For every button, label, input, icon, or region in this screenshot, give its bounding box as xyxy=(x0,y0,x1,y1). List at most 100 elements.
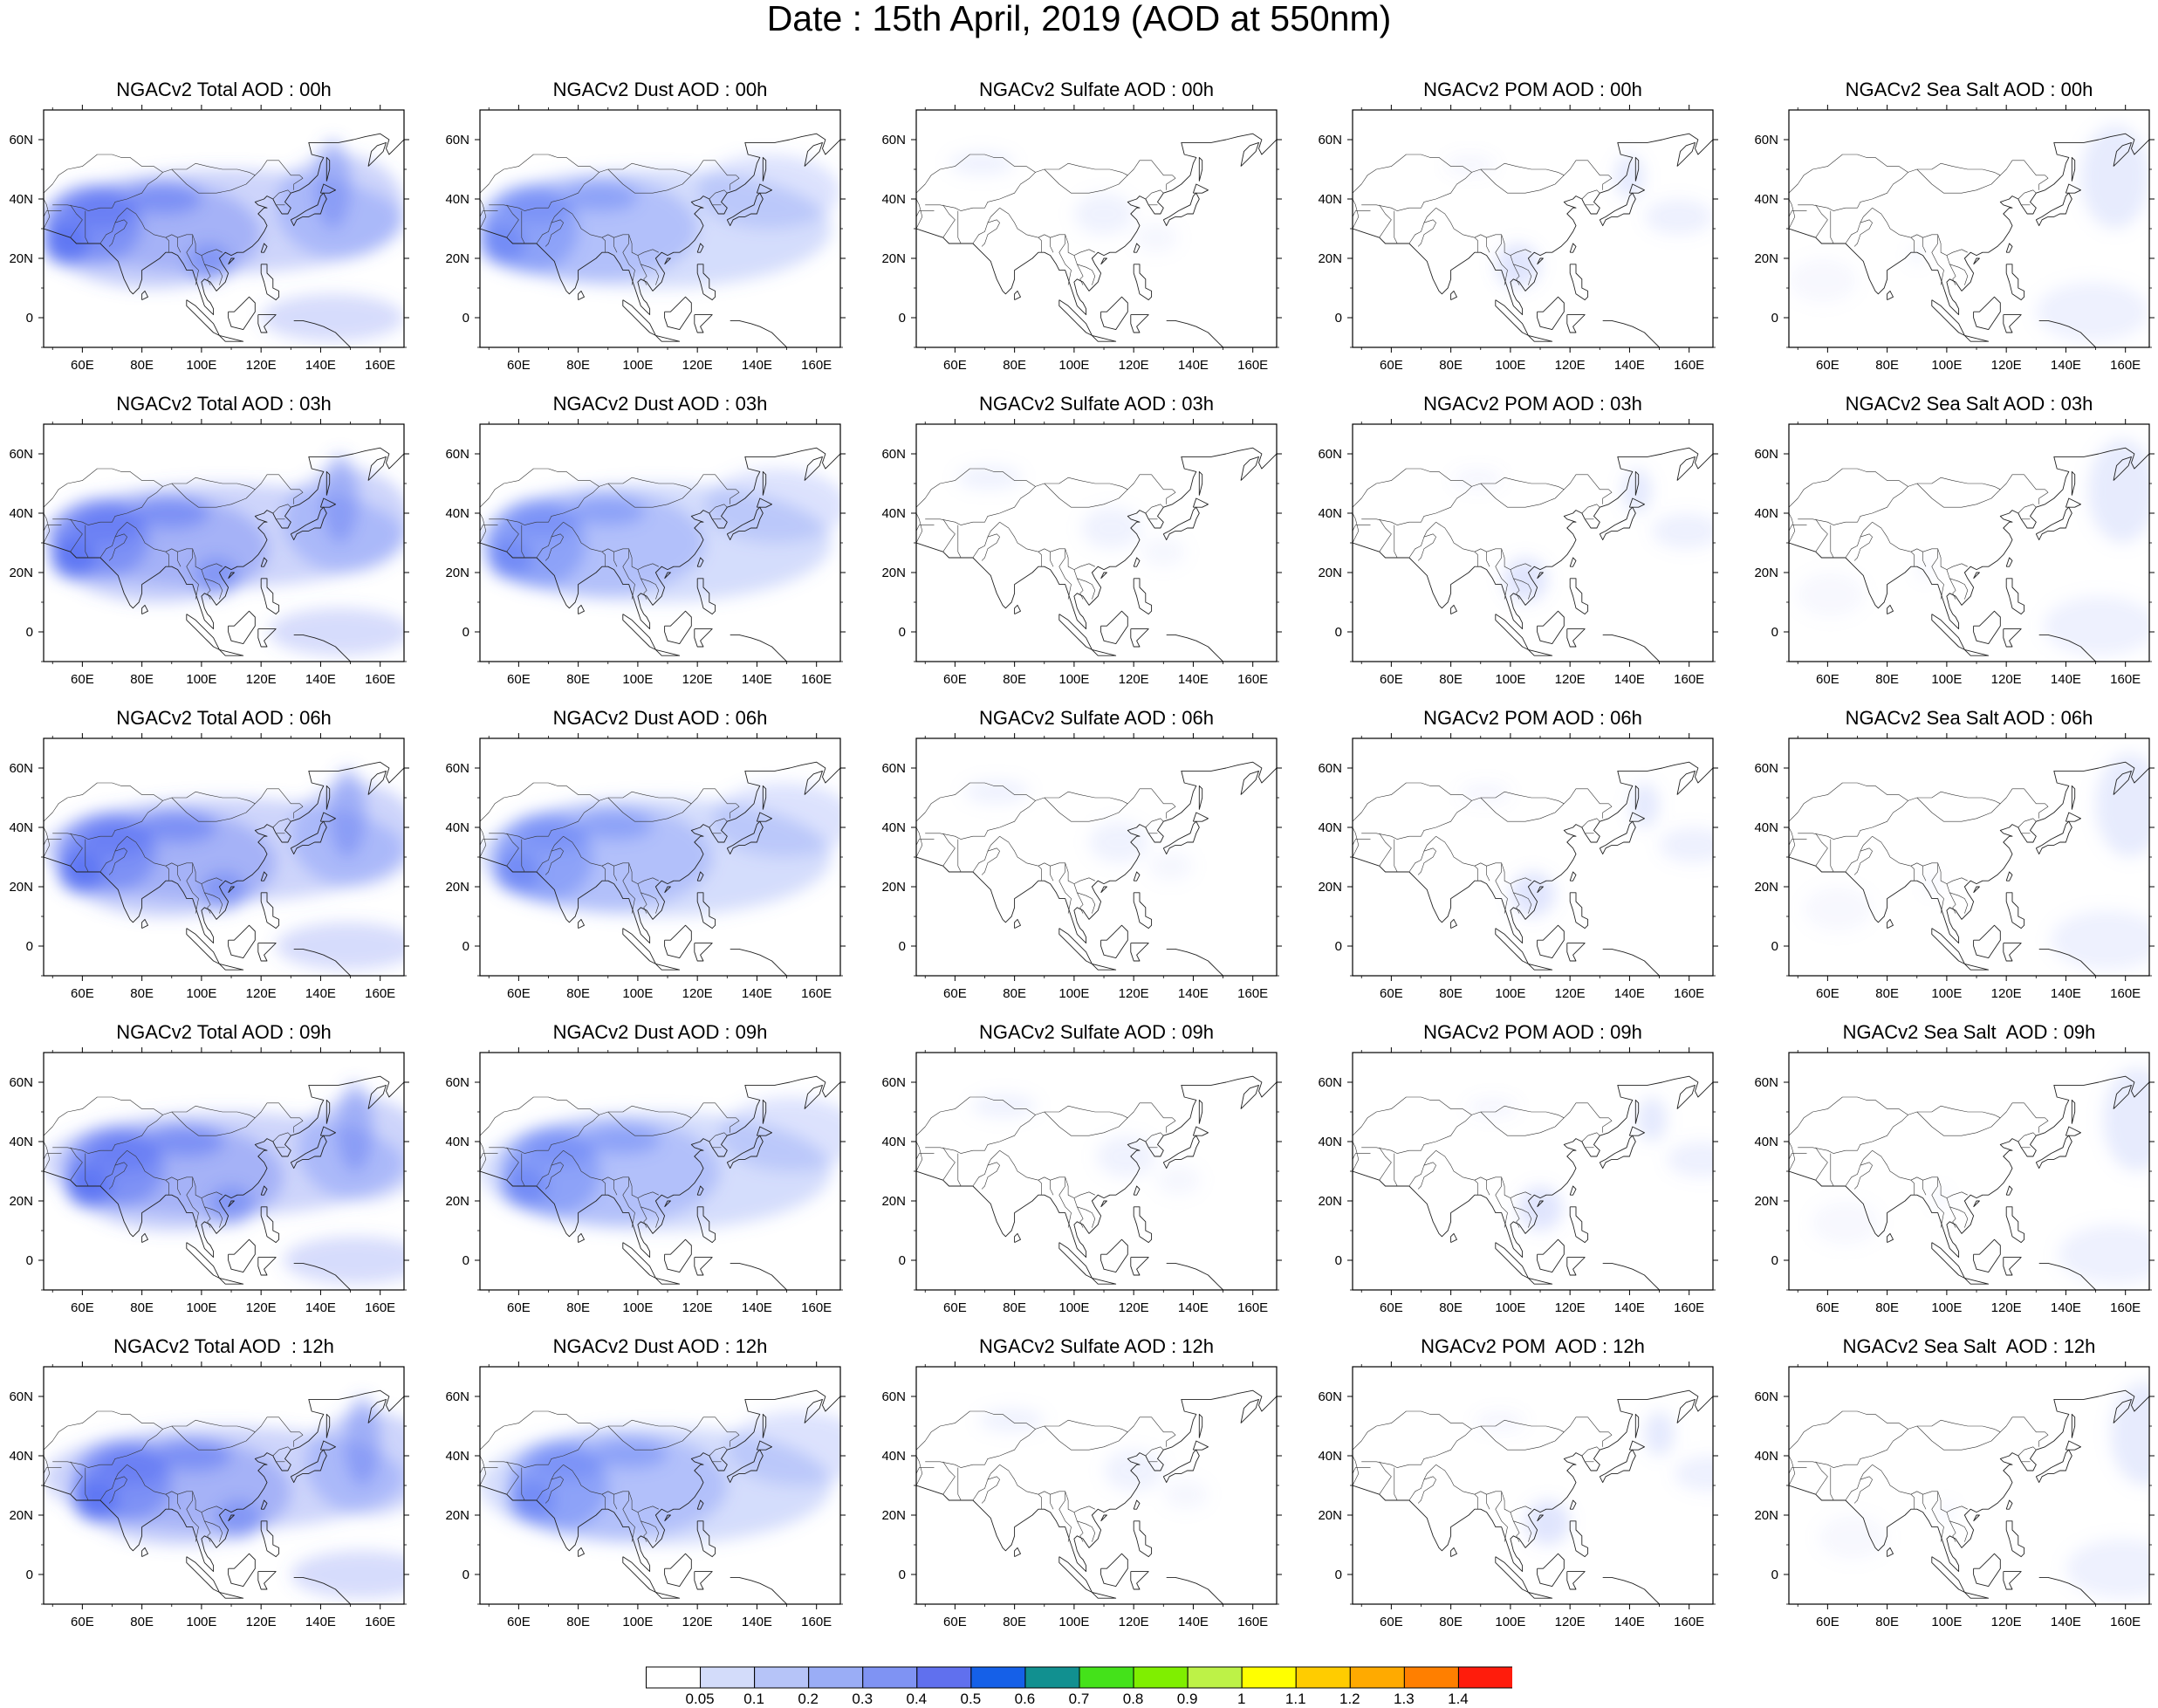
y-tick-label: 0 xyxy=(1335,939,1342,954)
y-tick-label: 20N xyxy=(9,251,33,266)
aod-plume xyxy=(2080,125,2149,229)
x-tick-label: 120E xyxy=(1991,1300,2022,1315)
x-tick-label: 60E xyxy=(1380,358,1403,373)
country-borders xyxy=(1789,154,2049,285)
panel-title: NGACv2 Sea Salt AOD : 09h xyxy=(1842,1021,2096,1043)
map-panel-total-0: NGACv2 Total AOD : 00h 60E 80E 100E 120E 140E… xyxy=(0,77,428,387)
aod-plume xyxy=(2110,1382,2149,1485)
coastlines xyxy=(1789,1389,2149,1604)
x-tick-label: 80E xyxy=(1439,1615,1463,1629)
coastlines xyxy=(1789,1075,2149,1290)
x-tick-label: 120E xyxy=(1555,1300,1586,1315)
aod-plume xyxy=(67,193,136,229)
coastlines xyxy=(1789,761,2149,976)
y-tick-label: 40N xyxy=(9,506,33,521)
aod-plume xyxy=(283,1236,404,1285)
panel-title: NGACv2 Total AOD : 12h xyxy=(113,1335,334,1357)
x-tick-label: 100E xyxy=(1495,1300,1525,1315)
x-tick-label: 140E xyxy=(305,358,336,373)
aod-field xyxy=(1452,469,1713,602)
map-frame xyxy=(1352,1366,1714,1605)
aod-plume xyxy=(712,783,840,857)
country-borders xyxy=(1789,1096,2049,1228)
y-tick-label: 20N xyxy=(881,566,906,580)
aod-plume xyxy=(329,768,366,857)
x-tick-label: 120E xyxy=(1555,672,1586,687)
x-tick-label: 80E xyxy=(1003,672,1026,687)
panel-title: NGACv2 Dust AOD : 09h xyxy=(552,1021,768,1043)
colorbar-swatch xyxy=(1241,1666,1297,1689)
x-tick-label: 60E xyxy=(943,1300,967,1315)
y-tick-label: 40N xyxy=(881,1135,906,1149)
panel-title: NGACv2 Total AOD : 06h xyxy=(116,707,332,729)
x-tick-label: 100E xyxy=(186,672,216,687)
y-tick-label: 60N xyxy=(1754,1389,1778,1404)
x-tick-label: 80E xyxy=(1003,1300,1026,1315)
country-borders xyxy=(44,1096,304,1228)
x-tick-label: 100E xyxy=(1058,672,1089,687)
x-tick-label: 60E xyxy=(943,1615,967,1629)
x-tick-label: 80E xyxy=(1875,986,1899,1001)
aod-field xyxy=(480,783,840,916)
y-tick-label: 40N xyxy=(881,506,906,521)
x-tick-label: 160E xyxy=(1674,1300,1704,1315)
y-tick-label: 60N xyxy=(1754,761,1778,776)
y-tick-label: 0 xyxy=(1335,1567,1342,1582)
aod-plume xyxy=(1081,507,1141,549)
y-tick-label: 0 xyxy=(899,1253,906,1268)
y-tick-label: 20N xyxy=(445,566,469,580)
y-tick-label: 40N xyxy=(445,1449,469,1464)
y-tick-label: 60N xyxy=(9,133,33,147)
x-tick-label: 120E xyxy=(1119,1615,1149,1629)
y-tick-label: 0 xyxy=(899,311,906,326)
map-panel-pom-2: NGACv2 POM AOD : 06h 60E 80E 100E 120E 140E 16… xyxy=(1309,705,1737,1015)
y-tick-label: 0 xyxy=(26,311,33,326)
aod-plume xyxy=(533,1450,602,1480)
y-tick-label: 0 xyxy=(26,1567,33,1582)
x-tick-label: 160E xyxy=(1237,672,1268,687)
aod-field xyxy=(1804,753,2149,971)
map-panel-total-4: NGACv2 Total AOD : 12h 60E 80E 100E 120E 140E… xyxy=(0,1334,428,1643)
aod-map: 60E 80E 100E 120E 140E 160E 60N 40N 20N 0 xyxy=(445,1362,846,1629)
coastlines xyxy=(916,1075,1277,1290)
y-tick-label: 20N xyxy=(445,1508,469,1523)
map-panel-dust-4: NGACv2 Dust AOD : 12h 60E 80E 100E 120E 140E 1… xyxy=(436,1334,864,1643)
aod-plume xyxy=(1141,537,1186,567)
x-tick-label: 160E xyxy=(801,1300,832,1315)
coastlines xyxy=(916,447,1277,662)
country-borders xyxy=(480,1410,740,1542)
map-panel-dust-2: NGACv2 Dust AOD : 06h 60E 80E 100E 120E 140E 1… xyxy=(436,705,864,1015)
y-tick-label: 40N xyxy=(1318,1449,1342,1464)
country-borders xyxy=(1353,1410,1613,1542)
x-tick-label: 80E xyxy=(566,986,590,1001)
aod-plume xyxy=(727,1411,840,1485)
panel-title: NGACv2 Sea Salt AOD : 06h xyxy=(1845,707,2093,729)
y-tick-label: 20N xyxy=(1754,880,1778,895)
x-tick-label: 100E xyxy=(1495,986,1525,1001)
figure-title: Date : 15th April, 2019 (AOD at 550nm) xyxy=(766,0,1392,38)
colorbar-swatch xyxy=(1133,1666,1189,1689)
aod-field xyxy=(480,1411,840,1545)
x-tick-label: 100E xyxy=(622,1615,653,1629)
aod-plume xyxy=(44,223,89,264)
x-tick-label: 120E xyxy=(1119,1300,1149,1315)
x-tick-label: 100E xyxy=(1495,358,1525,373)
country-borders xyxy=(1353,468,1613,600)
x-tick-label: 60E xyxy=(507,1300,531,1315)
x-tick-label: 60E xyxy=(1380,672,1403,687)
x-tick-label: 120E xyxy=(1991,986,2022,1001)
y-tick-label: 60N xyxy=(445,133,469,147)
y-tick-label: 20N xyxy=(881,1194,906,1209)
aod-map: 60E 80E 100E 120E 140E 160E 60N 40N 20N 0 xyxy=(9,733,409,1001)
x-tick-label: 140E xyxy=(2051,1300,2081,1315)
coastlines xyxy=(1789,447,2149,662)
panel-title: NGACv2 POM AOD : 09h xyxy=(1423,1021,1642,1043)
x-tick-label: 160E xyxy=(801,1615,832,1629)
map-panel-sulfate-1: NGACv2 Sulfate AOD : 03h 60E 80E 100E 120E 14… xyxy=(873,391,1300,701)
aod-plume xyxy=(1503,558,1548,602)
x-tick-label: 80E xyxy=(1003,986,1026,1001)
x-tick-label: 80E xyxy=(1875,1300,1899,1315)
country-borders xyxy=(1789,1410,2049,1542)
x-tick-label: 80E xyxy=(566,358,590,373)
